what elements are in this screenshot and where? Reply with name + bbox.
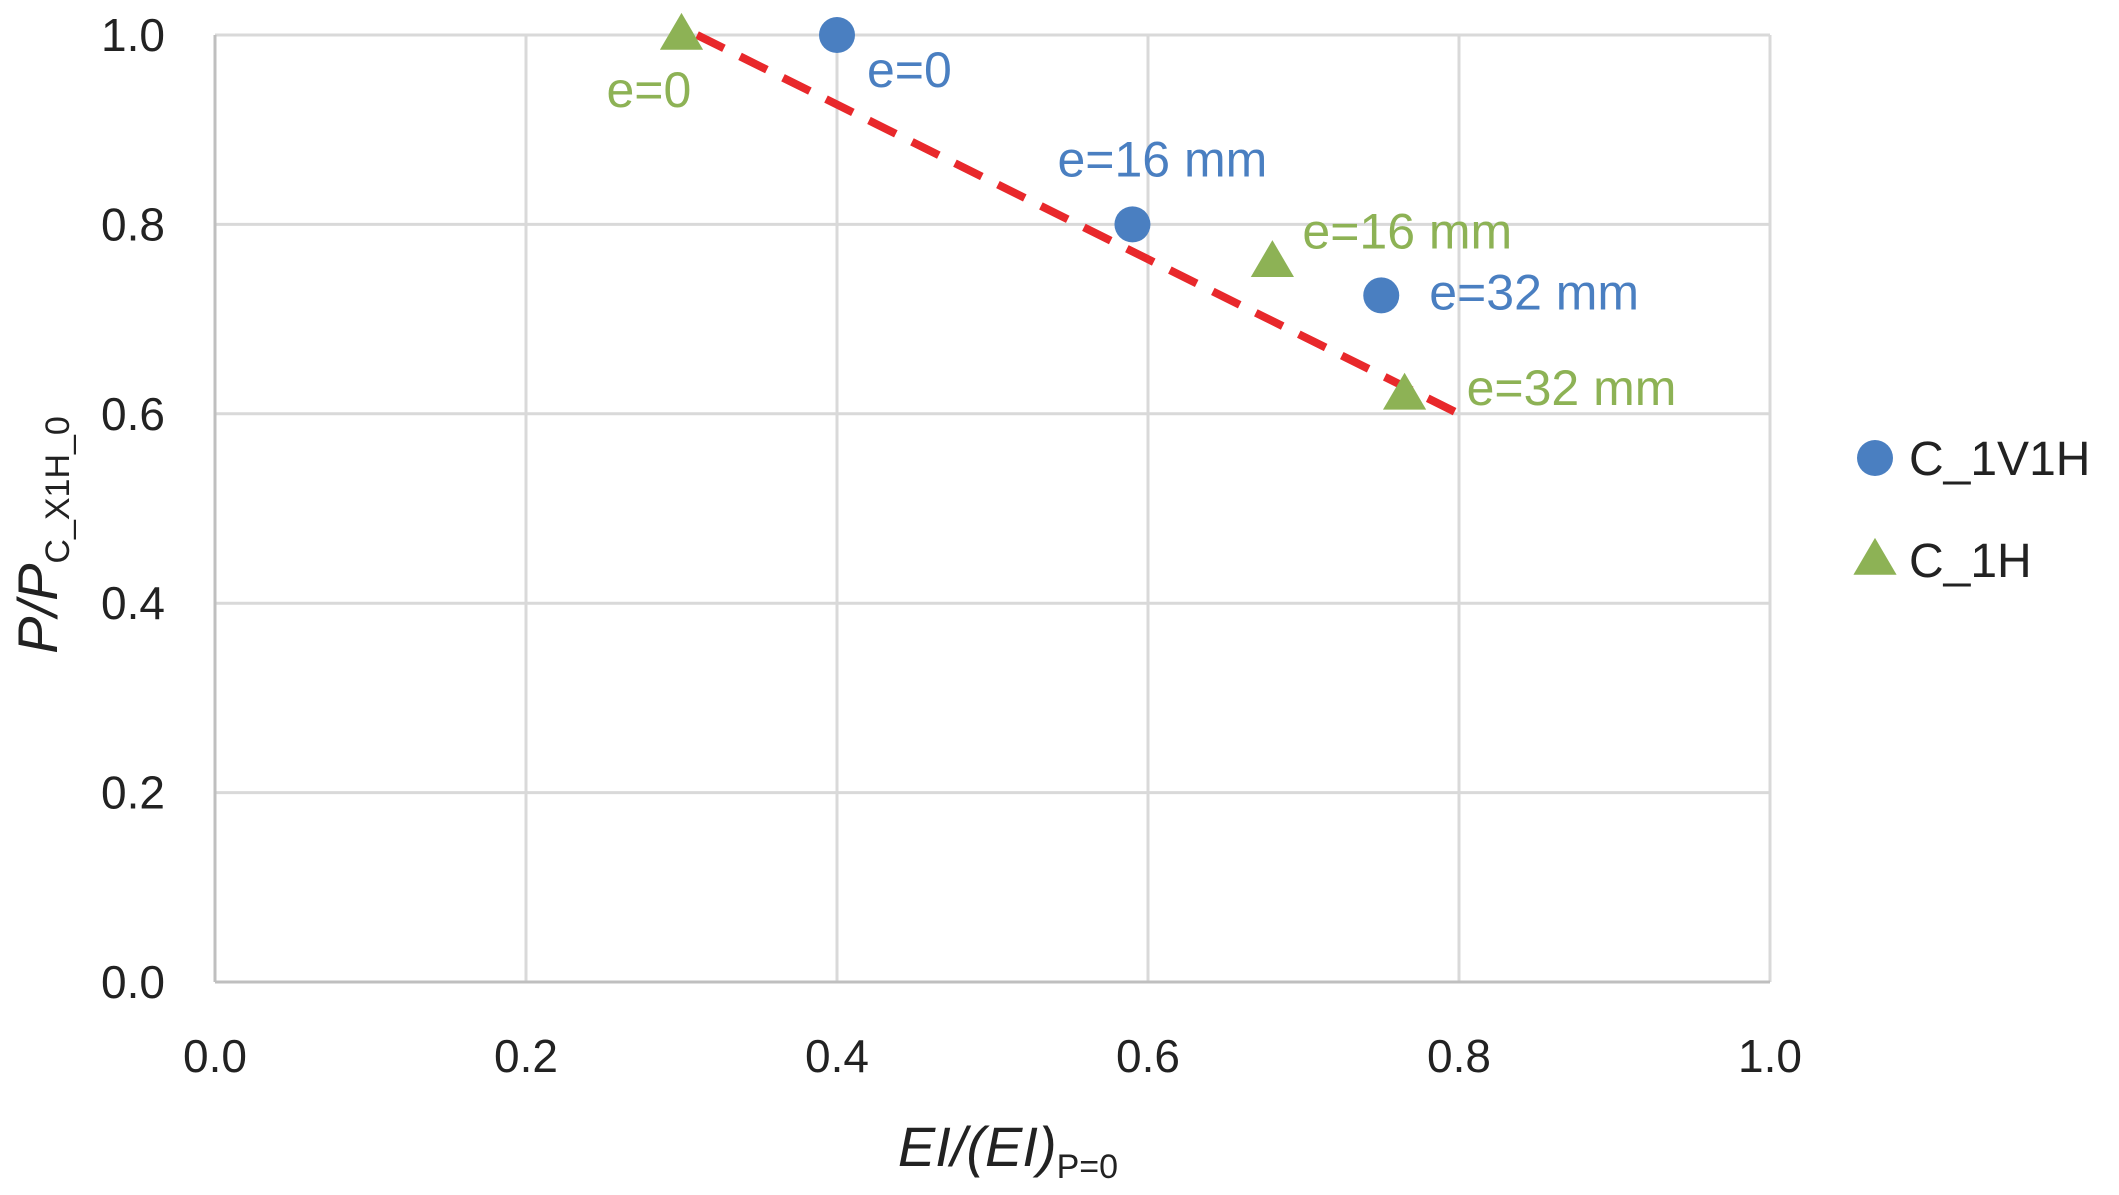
y-axis-label-sub: C_X1H_0 xyxy=(39,416,77,563)
y-tick-label: 0.4 xyxy=(101,577,165,629)
x-tick-label: 0.0 xyxy=(183,1030,247,1082)
data-points xyxy=(659,12,1427,410)
x-axis-label-main: EI/(EI) xyxy=(898,1115,1057,1178)
y-tick-label: 0.2 xyxy=(101,767,165,819)
x-tick-label: 0.8 xyxy=(1427,1030,1491,1082)
legend-label: C_1V1H xyxy=(1909,433,2090,486)
y-tick-label: 1.0 xyxy=(101,9,165,61)
grid-lines xyxy=(213,33,1772,984)
triangle-point xyxy=(659,12,704,50)
y-tick-label: 0.8 xyxy=(101,198,165,250)
legend: C_1V1H C_1H xyxy=(1853,433,2090,588)
y-axis-label-main: P/P xyxy=(6,564,69,654)
point-annotation: e=16 mm xyxy=(1057,131,1267,187)
point-annotation: e=0 xyxy=(607,62,692,118)
y-tick-label: 0.6 xyxy=(101,388,165,440)
x-axis-label-sub: P=0 xyxy=(1057,1148,1118,1186)
point-annotations: e=0e=16 mme=32 mme=0e=16 mme=32 mm xyxy=(607,42,1677,416)
y-axis-label: P/PC_X1H_0 xyxy=(6,416,77,654)
triangle-point xyxy=(1250,240,1294,278)
circle-point xyxy=(1363,277,1400,314)
triangle-point xyxy=(1382,372,1427,410)
y-tick-labels: 0.0 0.2 0.4 0.6 0.8 1.0 xyxy=(101,9,165,1008)
x-tick-label: 0.2 xyxy=(494,1030,558,1082)
y-tick-label: 0.0 xyxy=(101,956,165,1008)
legend-circle-icon xyxy=(1857,440,1893,476)
point-annotation: e=32 mm xyxy=(1429,264,1639,320)
x-tick-label: 0.4 xyxy=(805,1030,869,1082)
legend-label: C_1H xyxy=(1909,535,2032,588)
legend-triangle-icon xyxy=(1853,537,1897,575)
point-annotation: e=16 mm xyxy=(1302,203,1512,259)
circle-point xyxy=(819,17,855,53)
circle-point xyxy=(1114,206,1151,243)
x-tick-label: 0.6 xyxy=(1116,1030,1180,1082)
point-annotation: e=32 mm xyxy=(1467,360,1677,416)
point-annotation: e=0 xyxy=(867,42,952,98)
x-tick-labels: 0.0 0.2 0.4 0.6 0.8 1.0 xyxy=(183,1030,1802,1082)
x-tick-label: 1.0 xyxy=(1738,1030,1802,1082)
x-axis-label: EI/(EI)P=0 xyxy=(898,1115,1118,1186)
